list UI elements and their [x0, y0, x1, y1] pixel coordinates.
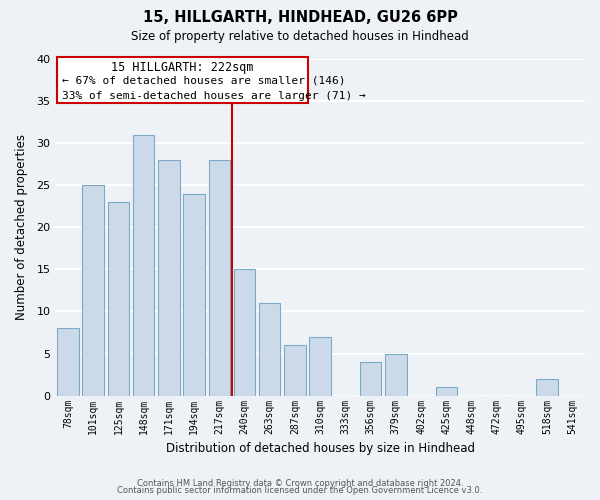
Bar	[184, 194, 205, 396]
Text: 15, HILLGARTH, HINDHEAD, GU26 6PP: 15, HILLGARTH, HINDHEAD, GU26 6PP	[143, 10, 457, 25]
Bar	[310, 336, 331, 396]
Bar	[436, 387, 457, 396]
Text: 15 HILLGARTH: 222sqm: 15 HILLGARTH: 222sqm	[111, 60, 253, 74]
Bar	[57, 328, 79, 396]
Text: Contains HM Land Registry data © Crown copyright and database right 2024.: Contains HM Land Registry data © Crown c…	[137, 478, 463, 488]
Text: Size of property relative to detached houses in Hindhead: Size of property relative to detached ho…	[131, 30, 469, 43]
Bar	[107, 202, 129, 396]
Y-axis label: Number of detached properties: Number of detached properties	[15, 134, 28, 320]
Bar	[133, 134, 154, 396]
Bar	[385, 354, 407, 396]
Bar	[209, 160, 230, 396]
FancyBboxPatch shape	[56, 58, 308, 103]
Bar	[360, 362, 382, 396]
Bar	[158, 160, 179, 396]
Bar	[234, 270, 255, 396]
Bar	[284, 345, 305, 396]
Text: ← 67% of detached houses are smaller (146): ← 67% of detached houses are smaller (14…	[62, 76, 345, 86]
Bar	[82, 185, 104, 396]
Text: 33% of semi-detached houses are larger (71) →: 33% of semi-detached houses are larger (…	[62, 91, 365, 101]
Bar	[536, 379, 558, 396]
Bar	[259, 303, 280, 396]
Text: Contains public sector information licensed under the Open Government Licence v3: Contains public sector information licen…	[118, 486, 482, 495]
X-axis label: Distribution of detached houses by size in Hindhead: Distribution of detached houses by size …	[166, 442, 475, 455]
